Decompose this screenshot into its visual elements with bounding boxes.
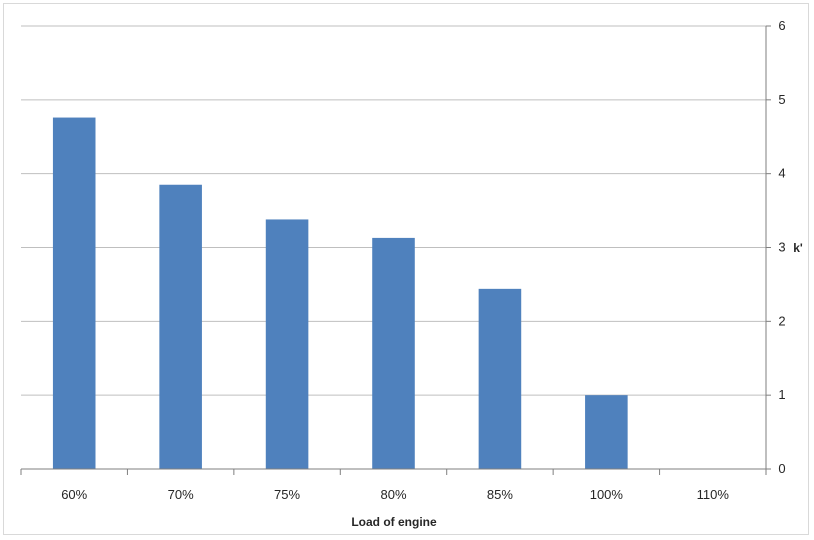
x-tick-label: 85%: [487, 487, 513, 502]
y-tick-label: 2: [778, 313, 785, 328]
y-tick-label: 5: [778, 92, 785, 107]
y-tick-label: 4: [778, 166, 785, 181]
x-tick-label: 80%: [380, 487, 406, 502]
bar: [265, 219, 309, 469]
bar: [372, 237, 415, 469]
bar: [478, 288, 522, 469]
x-tick-label: 60%: [61, 487, 87, 502]
x-axis: 60% 70% 75% 80% 85% 100% 110%: [20, 468, 767, 502]
bars: [52, 117, 628, 469]
bar: [52, 117, 96, 469]
y-tick-label: 0: [778, 461, 785, 476]
y-axis: 0 1 2 3 4 5 6: [765, 18, 786, 476]
y-tick-label: 1: [778, 387, 785, 402]
bar: [585, 395, 628, 469]
x-axis-title: Load of engine: [351, 515, 437, 529]
x-tick-label: 75%: [274, 487, 300, 502]
gridlines: [21, 25, 766, 396]
y-tick-label: 6: [778, 18, 785, 33]
bar: [159, 184, 202, 469]
x-tick-label: 100%: [590, 487, 624, 502]
x-tick-label: 70%: [168, 487, 194, 502]
y-tick-label: 3: [778, 240, 785, 255]
x-tick-label: 110%: [697, 487, 730, 502]
y-axis-title: k': [793, 241, 803, 255]
